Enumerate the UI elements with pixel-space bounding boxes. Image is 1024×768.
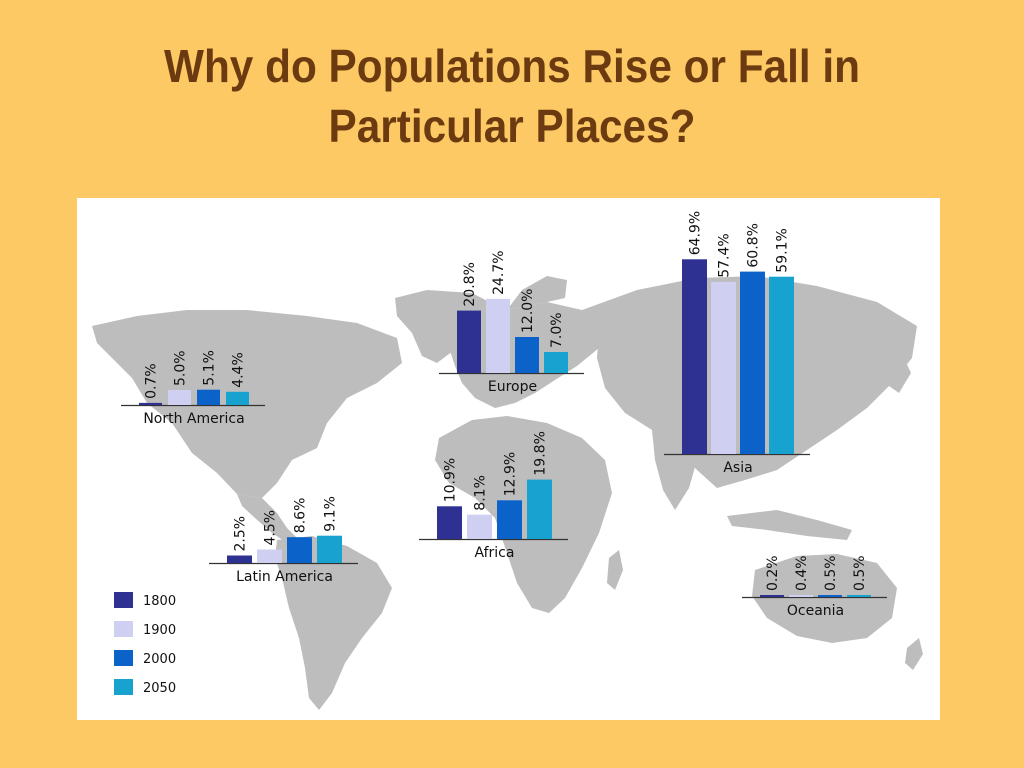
value-label-africa-1900: 8.1% [473,475,489,511]
value-label-asia-2000: 60.8% [746,223,762,267]
bar-latin-america-2000 [287,537,312,563]
region-europe: 20.8% 24.7% 12.0% 7.0% Europe [439,250,584,395]
bar-oceania-1900 [789,595,813,597]
legend-item-1800: 1800 [114,592,176,609]
legend-item-2050: 2050 [114,679,176,696]
value-label-africa-2000: 12.9% [503,452,519,496]
bar-asia-1800 [682,259,707,454]
region-label-oceania: Oceania [787,603,844,619]
bar-africa-1800 [437,506,462,539]
bar-europe-1900 [486,298,510,373]
value-label-north-america-2050: 4.4% [231,352,247,388]
legend-label-2050: 2050 [143,681,176,696]
value-label-europe-1800: 20.8% [462,262,478,306]
value-label-asia-1900: 57.4% [717,233,733,277]
bar-north-america-2000 [197,389,220,405]
value-label-europe-2050: 7.0% [549,312,565,348]
bar-africa-2000 [497,500,522,539]
bar-asia-1900 [711,281,736,454]
bar-north-america-2050 [226,391,249,405]
value-label-latin-america-2000: 8.6% [293,498,309,534]
map-south-america [275,536,392,710]
region-label-asia: Asia [723,460,752,476]
region-north-america: 0.7% 5.0% 5.1% 4.4% North America [121,350,265,427]
legend-swatch-2050 [114,679,133,695]
region-latin-america: 2.5% 4.5% 8.6% 9.1% Latin America [209,496,358,585]
map-scandinavia [507,276,567,310]
legend-swatch-1900 [114,621,133,637]
region-oceania: 0.2% 0.4% 0.5% 0.5% Oceania [742,555,887,619]
bar-asia-2050 [769,276,794,454]
bar-north-america-1800 [139,402,162,405]
value-label-oceania-2000: 0.5% [823,555,839,591]
legend-label-2000: 2000 [143,652,176,667]
value-label-africa-1800: 10.9% [443,458,459,502]
bar-oceania-2050 [847,595,871,597]
legend: 1800 1900 2000 2050 [114,592,176,696]
bar-europe-2050 [544,352,568,373]
value-label-north-america-2000: 5.1% [202,350,218,386]
value-label-north-america-1900: 5.0% [173,350,189,386]
value-label-latin-america-1800: 2.5% [233,516,249,552]
value-label-europe-1900: 24.7% [491,250,507,294]
value-label-latin-america-2050: 9.1% [323,496,339,532]
slide-title: Why do Populations Rise or Fall in Parti… [41,36,983,156]
region-label-europe: Europe [488,379,537,395]
bar-europe-1800 [457,310,481,373]
slide-title-line-2: Particular Places? [328,100,696,152]
value-label-asia-1800: 64.9% [688,211,704,255]
legend-label-1900: 1900 [143,623,176,638]
value-label-asia-2050: 59.1% [775,228,791,272]
chart-bars: 0.7% 5.0% 5.1% 4.4% North America 2.5% 4.5% 8.6… [121,211,887,619]
map-indonesia [727,510,852,540]
value-label-europe-2000: 12.0% [520,289,536,333]
region-asia: 64.9% 57.4% 60.8% 59.1% Asia [664,211,810,476]
bar-africa-1900 [467,514,492,539]
map-new-zealand [905,638,923,670]
region-label-africa: Africa [475,545,515,561]
region-africa: 10.9% 8.1% 12.9% 19.8% Africa [419,431,568,561]
value-label-oceania-1900: 0.4% [794,555,810,591]
bar-asia-2000 [740,271,765,454]
bar-latin-america-1900 [257,549,282,563]
map-australia [752,554,897,643]
map-japan [889,356,911,393]
bar-africa-2050 [527,479,552,539]
bar-latin-america-1800 [227,555,252,563]
value-label-oceania-2050: 0.5% [852,555,868,591]
bar-oceania-2000 [818,595,842,597]
value-label-latin-america-1900: 4.5% [263,510,279,546]
map-madagascar [607,550,623,590]
legend-item-1900: 1900 [114,621,176,638]
legend-swatch-1800 [114,592,133,608]
value-label-north-america-1800: 0.7% [144,363,160,399]
region-label-latin-america: Latin America [236,569,333,585]
map-central-america [237,494,297,544]
legend-label-1800: 1800 [143,594,176,609]
bar-latin-america-2050 [317,535,342,563]
region-label-north-america: North America [143,411,244,427]
chart-svg: 0.7% 5.0% 5.1% 4.4% North America 2.5% 4.5% 8.6… [92,211,923,710]
legend-item-2000: 2000 [114,650,176,667]
value-label-africa-2050: 19.8% [533,431,549,475]
population-map-chart: 0.7% 5.0% 5.1% 4.4% North America 2.5% 4.5% 8.6… [77,198,940,720]
slide-title-line-1: Why do Populations Rise or Fall in [164,40,860,92]
value-label-oceania-1800: 0.2% [765,555,781,591]
bar-europe-2000 [515,337,539,373]
bar-oceania-1800 [760,595,784,597]
bar-north-america-1900 [168,390,191,405]
legend-swatch-2000 [114,650,133,666]
map-greenland [395,290,497,363]
map-africa [435,416,612,613]
